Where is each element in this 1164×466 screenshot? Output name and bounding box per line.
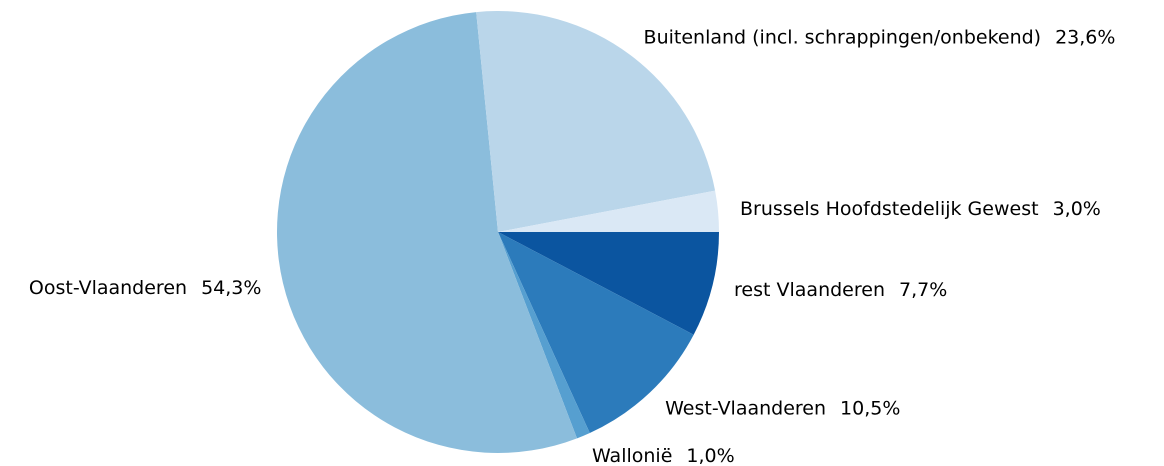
- slice-value: 23,6%: [1055, 26, 1115, 48]
- slice-label: rest Vlaanderen 7,7%: [734, 279, 947, 301]
- pie-slice: [277, 12, 578, 453]
- slice-category: rest Vlaanderen: [734, 279, 885, 301]
- slice-label: Wallonië 1,0%: [592, 445, 735, 466]
- slice-category: Buitenland (incl. schrappingen/onbekend): [644, 26, 1042, 48]
- pie-slice: [498, 232, 694, 434]
- slice-value: 3,0%: [1053, 198, 1101, 220]
- pie-slice: [498, 232, 719, 335]
- slice-value: 1,0%: [686, 445, 734, 466]
- slice-label: West-Vlaanderen 10,5%: [665, 397, 900, 419]
- slice-category: Brussels Hoofdstedelijk Gewest: [740, 198, 1039, 220]
- slice-value: 10,5%: [840, 397, 900, 419]
- slice-category: West-Vlaanderen: [665, 397, 826, 419]
- pie-slice: [476, 11, 716, 233]
- slice-label: Oost-Vlaanderen 54,3%: [29, 276, 262, 298]
- slice-category: Oost-Vlaanderen: [29, 276, 187, 298]
- pie-slice: [498, 232, 590, 439]
- slice-label: Buitenland (incl. schrappingen/onbekend)…: [644, 26, 1116, 48]
- slice-category: Wallonië: [592, 445, 672, 466]
- slice-value: 54,3%: [201, 276, 261, 298]
- slice-value: 7,7%: [899, 279, 947, 301]
- pie-slice: [498, 190, 719, 232]
- slice-label: Brussels Hoofdstedelijk Gewest 3,0%: [740, 198, 1101, 220]
